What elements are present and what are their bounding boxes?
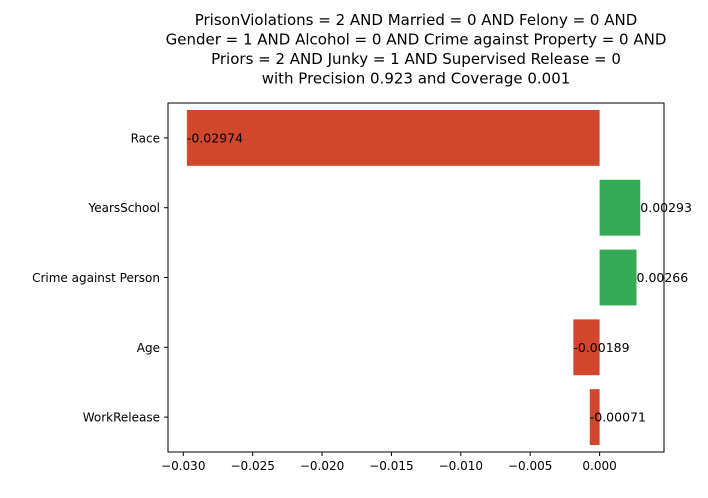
y-tick-label: WorkRelease — [83, 411, 160, 425]
y-tick-label: Age — [137, 341, 160, 355]
bar-workrelease — [589, 389, 600, 446]
title-line-4: with Precision 0.923 and Coverage 0.001 — [262, 70, 571, 88]
x-tick-label: −0.030 — [161, 459, 205, 473]
bar-value-label: -0.02974 — [187, 130, 243, 145]
x-tick-label: −0.010 — [439, 459, 483, 473]
title-line-2: Gender = 1 AND Alcohol = 0 AND Crime aga… — [166, 31, 667, 49]
x-tick-label: −0.005 — [508, 459, 552, 473]
y-tick-label: Crime against Person — [32, 271, 160, 285]
bar-value-label: 0.00266 — [637, 270, 689, 285]
x-axis: −0.030 −0.025 −0.020 −0.015 −0.010 −0.005 0.00… — [161, 452, 617, 473]
bar-value-label: 0.00293 — [640, 200, 692, 215]
bar-age — [573, 319, 600, 376]
bar-value-label: -0.00071 — [590, 410, 646, 425]
x-tick-label: −0.015 — [369, 459, 413, 473]
y-tick-label: Race — [131, 131, 160, 145]
x-tick-label: 0.000 — [582, 459, 616, 473]
title-line-1: PrisonViolations = 2 AND Married = 0 AND… — [195, 11, 638, 29]
bar-yearsschool — [599, 179, 641, 236]
chart-title: PrisonViolations = 2 AND Married = 0 AND… — [166, 11, 667, 88]
bars-group — [186, 109, 641, 446]
x-tick-label: −0.025 — [230, 459, 274, 473]
y-tick-label: YearsSchool — [88, 201, 161, 215]
title-line-3: Priors = 2 AND Junky = 1 AND Supervised … — [211, 50, 621, 68]
bar-crime-against-person — [599, 249, 637, 306]
bar-value-label: -0.00189 — [573, 340, 629, 355]
x-tick-label: −0.020 — [300, 459, 344, 473]
y-axis: Race YearsSchool Crime against Person Age Wo… — [32, 131, 168, 425]
bar-race — [186, 109, 600, 166]
bar-value-labels: -0.02974 0.00293 0.00266 -0.00189 -0.00071 — [187, 130, 692, 424]
